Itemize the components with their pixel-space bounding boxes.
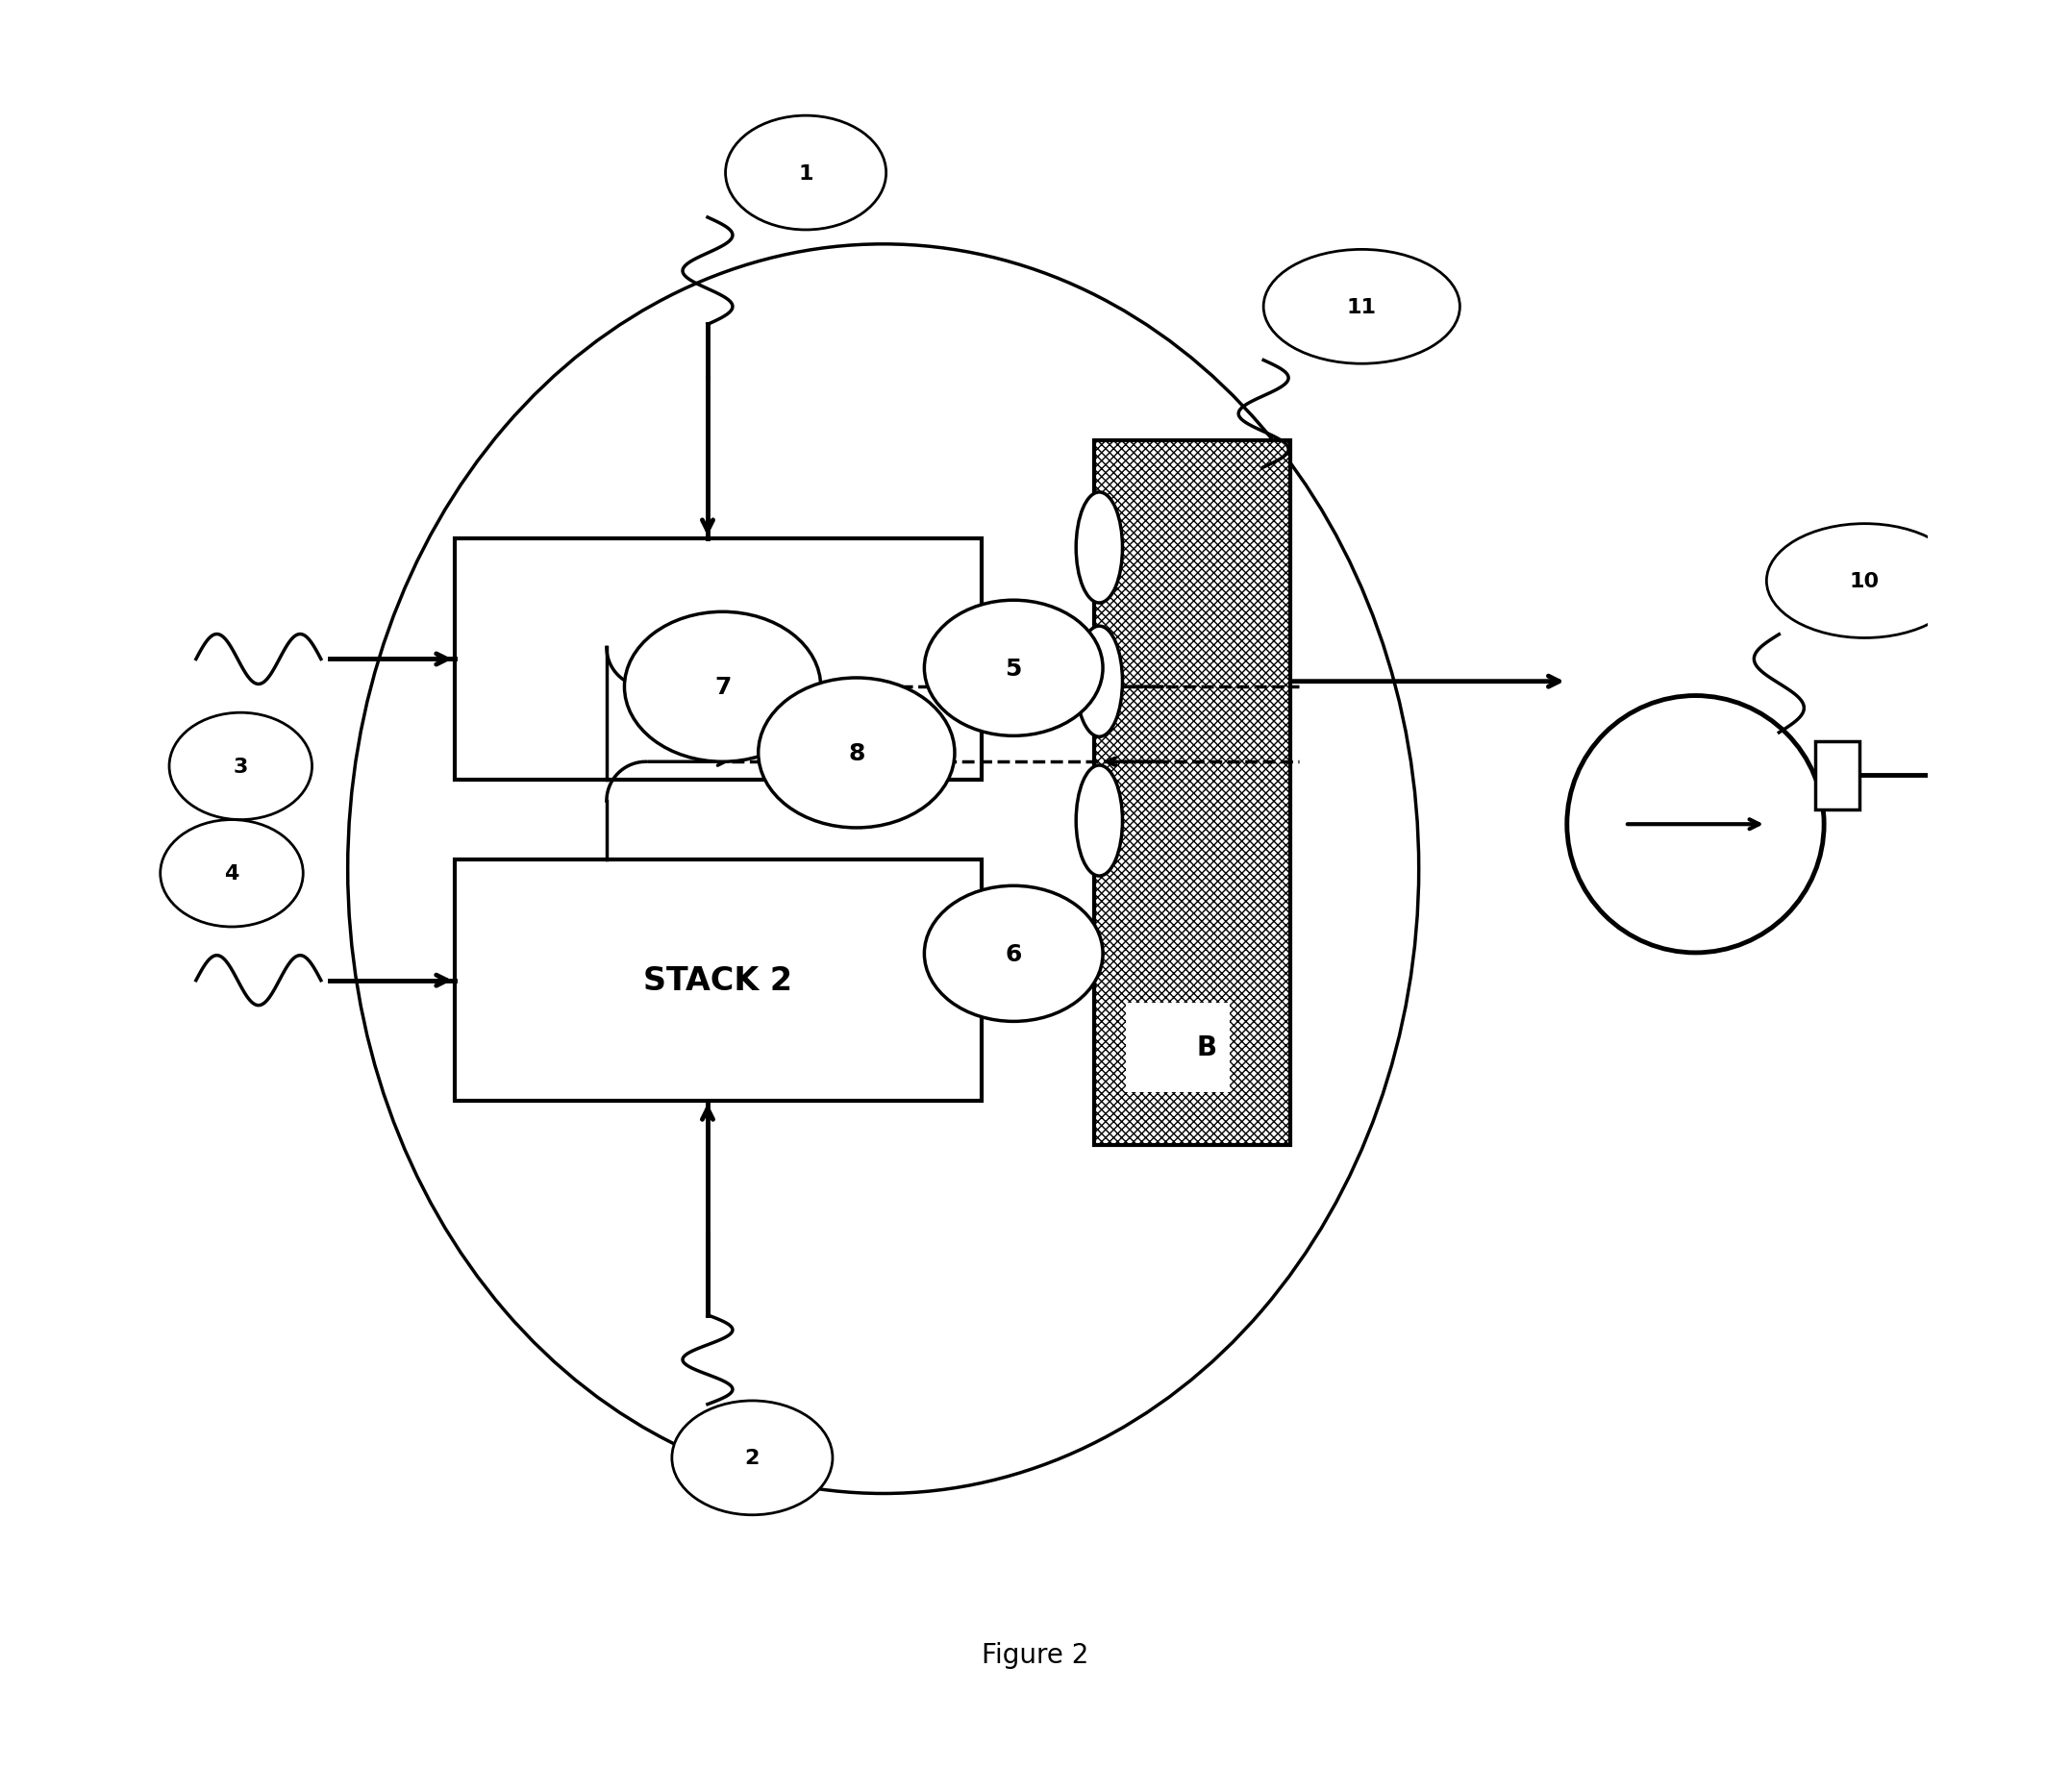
Text: 11: 11 [1348,297,1377,317]
Ellipse shape [925,600,1103,737]
Ellipse shape [625,613,822,762]
Bar [455,860,981,1100]
Text: STACK 1: STACK 1 [644,643,793,676]
Ellipse shape [1076,493,1122,604]
Ellipse shape [1766,525,1962,638]
Text: B: B [1196,1034,1217,1061]
Text: 7: 7 [714,676,731,699]
Ellipse shape [1076,765,1122,876]
Ellipse shape [758,679,954,828]
Ellipse shape [724,116,886,231]
Bar [1815,742,1859,810]
Ellipse shape [159,821,302,926]
Text: 1: 1 [799,163,814,183]
Ellipse shape [925,887,1103,1021]
Text: 5: 5 [1006,658,1023,681]
Text: 10: 10 [1851,572,1880,591]
Bar [1093,441,1290,1145]
Text: STACK 2: STACK 2 [644,964,793,996]
Text: 6: 6 [1006,943,1023,966]
Ellipse shape [673,1401,832,1514]
Text: 4: 4 [224,864,240,883]
Text: 2: 2 [745,1448,760,1468]
Text: 3: 3 [234,756,248,776]
Text: 8: 8 [849,742,865,765]
Ellipse shape [170,713,313,821]
Ellipse shape [1076,627,1122,737]
Text: Figure 2: Figure 2 [981,1641,1089,1668]
Bar [455,539,981,780]
Ellipse shape [1263,251,1459,364]
Bar [1126,1004,1230,1093]
